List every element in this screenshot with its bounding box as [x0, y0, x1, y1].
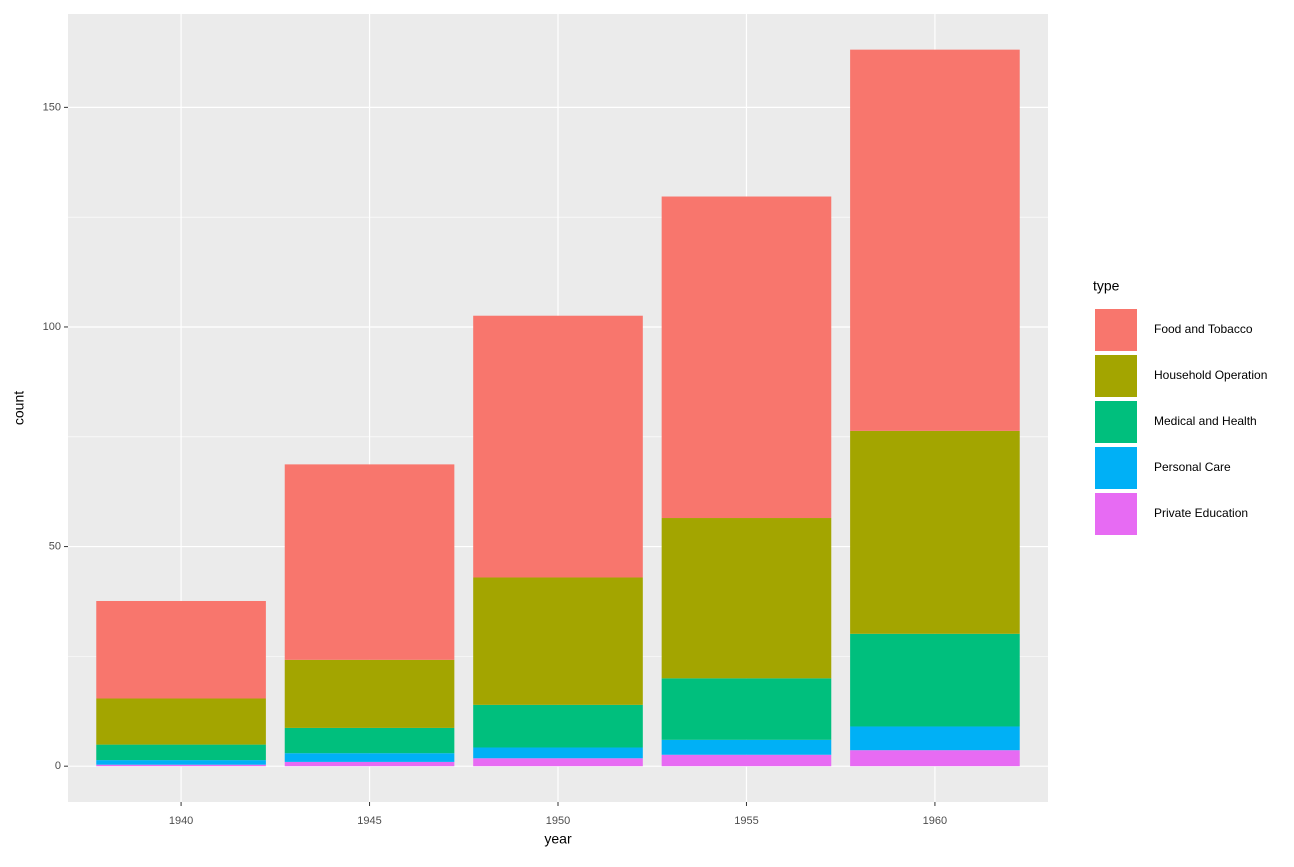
bar-segment: [96, 744, 266, 761]
bar-segment: [661, 754, 832, 767]
legend-label: Private Education: [1154, 506, 1248, 520]
bar-segment: [473, 315, 643, 578]
bar-segment: [473, 747, 643, 759]
bar-segment: [473, 758, 643, 767]
bar-segment: [96, 760, 266, 765]
y-tick-label: 100: [43, 321, 61, 333]
bar-segment: [850, 49, 1020, 431]
bar-segment: [96, 600, 266, 699]
legend-label: Food and Tobacco: [1154, 322, 1253, 336]
x-axis-label: year: [544, 831, 572, 847]
bar-segment: [850, 430, 1020, 634]
bar-segment: [661, 518, 832, 679]
bar-segment: [96, 698, 266, 745]
bar-segment: [96, 764, 266, 767]
x-tick-label: 1955: [734, 815, 758, 827]
legend-label: Personal Care: [1154, 460, 1231, 474]
bar-segment: [850, 633, 1020, 727]
bar-segment: [661, 196, 832, 519]
bar-segment: [284, 659, 455, 728]
legend-label: Household Operation: [1154, 368, 1267, 382]
y-tick-label: 0: [55, 760, 61, 772]
bar-segment: [473, 577, 643, 705]
x-tick-label: 1940: [169, 815, 193, 827]
y-axis-label: count: [11, 391, 27, 425]
bar-segment: [661, 678, 832, 740]
bar-segment: [284, 727, 455, 754]
legend-key: [1095, 493, 1137, 535]
bar-segment: [284, 761, 455, 767]
legend-label: Medical and Health: [1154, 414, 1257, 428]
y-tick-label: 150: [43, 101, 61, 113]
legend-title: type: [1093, 278, 1120, 294]
bar-segment: [850, 750, 1020, 767]
legend-key: [1095, 447, 1137, 489]
y-tick-label: 50: [49, 540, 61, 552]
bar-segment: [284, 753, 455, 762]
x-tick-label: 1950: [546, 815, 570, 827]
bar-segment: [473, 704, 643, 748]
bar-segment: [850, 726, 1020, 751]
x-tick-label: 1945: [357, 815, 381, 827]
x-tick-label: 1960: [923, 815, 947, 827]
legend-key: [1095, 355, 1137, 397]
legend-key: [1095, 401, 1137, 443]
bar-segment: [661, 739, 832, 755]
legend-key: [1095, 309, 1137, 351]
bar-segment: [284, 464, 455, 660]
